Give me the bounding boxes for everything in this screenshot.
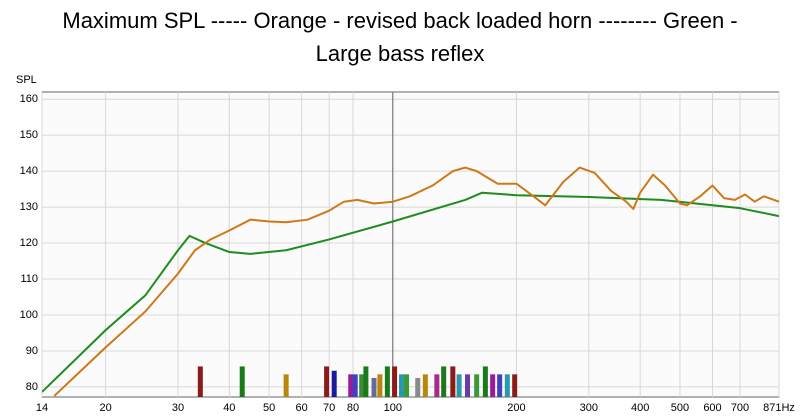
marker-bar xyxy=(392,366,398,397)
marker-bar xyxy=(197,366,203,397)
x-tick-label: 600 xyxy=(703,402,721,414)
x-tick-label: 100 xyxy=(384,402,402,414)
series-line xyxy=(42,191,779,393)
x-tick-label: 30 xyxy=(172,402,184,414)
x-tick-label: 70 xyxy=(323,402,335,414)
marker-bar xyxy=(363,366,369,397)
marker-bar xyxy=(404,374,410,397)
y-tick-label: 130 xyxy=(20,201,38,213)
marker-bar xyxy=(415,377,421,397)
y-tick-label: 90 xyxy=(26,345,38,357)
x-tick-label: 871Hz xyxy=(763,402,795,414)
marker-bar xyxy=(512,374,518,397)
marker-bar xyxy=(331,370,337,397)
marker-bar xyxy=(348,374,354,397)
marker-bar xyxy=(482,366,488,397)
x-tick-label: 60 xyxy=(296,402,308,414)
y-tick-label: 120 xyxy=(20,237,38,249)
marker-bar xyxy=(384,366,390,397)
marker-bar xyxy=(465,374,471,397)
marker-bar xyxy=(371,377,377,397)
y-tick-label: 100 xyxy=(20,309,38,321)
marker-bar xyxy=(377,374,383,397)
marker-bar xyxy=(422,374,428,397)
x-tick-label: 200 xyxy=(507,402,525,414)
marker-bar xyxy=(497,374,503,397)
y-axis-label: SPL xyxy=(16,74,37,86)
marker-bar xyxy=(456,374,462,397)
x-tick-label: 300 xyxy=(580,402,598,414)
y-tick-label: 110 xyxy=(20,273,38,285)
y-tick-label: 80 xyxy=(26,381,38,393)
marker-bar xyxy=(434,374,440,397)
x-tick-label: 500 xyxy=(671,402,689,414)
y-tick-label: 140 xyxy=(20,165,38,177)
x-tick-label: 80 xyxy=(347,402,359,414)
marker-bar xyxy=(474,374,480,397)
chart-title: Large bass reflex xyxy=(316,41,485,66)
marker-bar xyxy=(283,374,289,397)
x-tick-label: 50 xyxy=(263,402,275,414)
x-tick-label: 14 xyxy=(36,402,48,414)
x-tick-label: 400 xyxy=(631,402,649,414)
y-tick-label: 160 xyxy=(20,93,38,105)
y-tick-label: 150 xyxy=(20,129,38,141)
chart-title: Maximum SPL ----- Orange - revised back … xyxy=(62,8,737,33)
marker-bar xyxy=(399,374,405,397)
marker-bar xyxy=(450,366,456,397)
x-tick-label: 20 xyxy=(100,402,112,414)
marker-bar xyxy=(504,374,510,397)
marker-bar xyxy=(441,366,447,397)
marker-bar xyxy=(359,374,365,397)
marker-bar xyxy=(490,374,496,397)
marker-bar xyxy=(239,366,245,397)
x-tick-label: 700 xyxy=(731,402,749,414)
series-line xyxy=(53,166,779,397)
plot-area xyxy=(41,91,780,398)
marker-bar xyxy=(352,374,358,397)
x-tick-label: 40 xyxy=(223,402,235,414)
marker-bar xyxy=(324,366,330,397)
